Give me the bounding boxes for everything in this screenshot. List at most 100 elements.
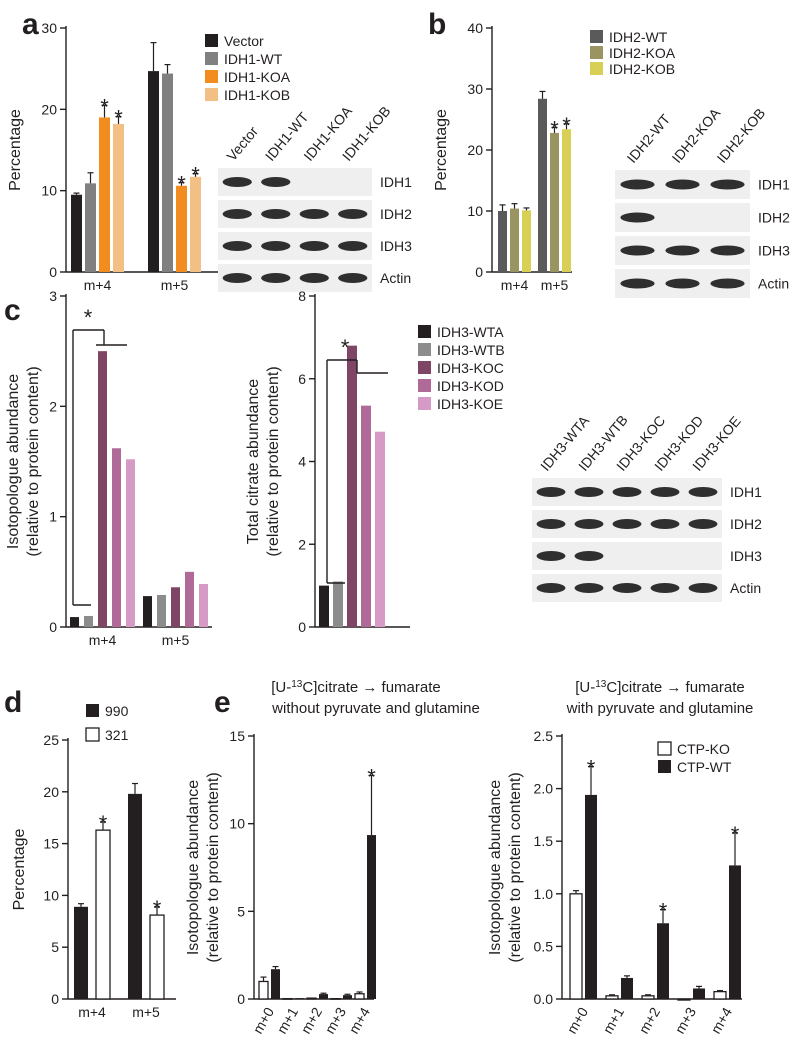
c1-ylabel-line2: (relative to protein content) (25, 366, 42, 556)
e2-bar-ctp-wt (621, 977, 633, 999)
d-legend-swatch-321 (85, 727, 100, 742)
blot-band (620, 278, 655, 289)
e1-bar-ctp-wt (271, 969, 280, 999)
e2-bar-ctp-wt (693, 988, 705, 999)
e2-xtick-label: m+3 (671, 1004, 699, 1036)
c2-ytick-label: 2 (298, 536, 306, 552)
blot-band (620, 245, 655, 256)
e1-significance-star: * (367, 764, 376, 789)
blot-band (665, 278, 700, 289)
a-legend-label: IDH1-KOB (224, 87, 290, 103)
blot-band (261, 273, 291, 283)
e2-ytick-label: 1.5 (534, 833, 554, 849)
b-bar-idh2-wt (538, 98, 547, 272)
c2-ytick-label: 0 (298, 619, 306, 635)
a-ytick-label: 0 (49, 264, 57, 280)
b-bar-idh2-wt (498, 211, 507, 272)
blot-band (620, 179, 655, 190)
e2-significance-star: * (731, 822, 740, 847)
a-ytick-label: 20 (41, 101, 57, 117)
e1-ytick-label: 0 (237, 991, 245, 1007)
c-legend-label: IDH3-KOC (437, 360, 504, 376)
blot-band (710, 179, 745, 190)
blot-band (665, 245, 700, 256)
e1-title-part: [U- (271, 679, 291, 696)
b-ytick-label: 20 (467, 142, 483, 158)
c1-bar-idh3-kod (185, 571, 194, 627)
b-ytick-label: 10 (467, 203, 483, 219)
b-ytick-label: 0 (475, 264, 483, 280)
a-legend-label: Vector (224, 33, 264, 49)
blot-band (338, 241, 368, 251)
e1-xtick-label: m+0 (249, 1004, 277, 1036)
blot-row-label: Actin (758, 276, 789, 292)
blot-band (338, 209, 368, 219)
a-significance-star: * (191, 163, 200, 188)
b-xtick-label: m+4 (501, 277, 529, 293)
d-ytick-label: 0 (51, 991, 59, 1007)
panel-label-b: b (428, 8, 446, 41)
a-xtick-label: m+5 (161, 277, 189, 293)
blot-lane-label: IDH2-WT (624, 111, 674, 166)
e2-bar-ctp-ko (713, 990, 727, 1000)
blot-band (299, 209, 329, 219)
b-bar-idh2-koa (550, 132, 559, 272)
d-ytick-label: 25 (43, 732, 59, 748)
e1-xtick-label: m+3 (321, 1004, 349, 1036)
e2-ylabel-line2: (relative to protein content) (507, 772, 524, 962)
a-significance-star: * (114, 106, 123, 131)
a-bar-idh1-wt (85, 183, 96, 272)
blot-band (222, 273, 252, 283)
blot-band (536, 551, 566, 561)
e2-bar-ctp-ko (569, 893, 583, 1000)
c2-ytick-label: 8 (298, 288, 306, 304)
c2-bar-idh3-koc (347, 345, 357, 627)
e-legend-swatch-ctp-wt (658, 760, 671, 773)
a-bar-vector (148, 71, 159, 273)
a-xtick-label: m+4 (84, 277, 112, 293)
c1-ytick-label: 2 (49, 398, 57, 414)
a-bar-idh1-koa (176, 185, 187, 272)
a-ytick-label: 30 (41, 20, 57, 36)
e2-ytick-label: 0.5 (534, 938, 554, 954)
blot-band (650, 583, 680, 593)
panel-label-d: d (4, 686, 22, 719)
d-legend-label: 321 (105, 727, 129, 743)
c-legend-label: IDH3-WTB (437, 342, 505, 358)
d-bar-321 (95, 829, 111, 1000)
e1-title-part: C]citrate → fumarate (302, 679, 440, 696)
e1-title-part: 13 (291, 679, 303, 690)
a-legend-label: IDH1-KOA (224, 69, 291, 85)
b-legend-swatch-idh2-kob (590, 62, 603, 75)
blot-band (612, 519, 642, 529)
c2-bar-idh3-kod (361, 405, 371, 627)
e1-title-line1: [U-13C]citrate → fumarate (271, 679, 441, 697)
e2-bar-ctp-wt (585, 794, 597, 999)
e2-ytick-label: 0.0 (534, 991, 554, 1007)
blot-band (688, 583, 718, 593)
e1-bar-ctp-wt (343, 995, 352, 999)
blot-row-label: IDH3 (380, 238, 412, 254)
d-ytick-label: 10 (43, 887, 59, 903)
b-significance-star: * (562, 113, 571, 138)
blot-lane-label: Vector (223, 123, 261, 164)
e2-title-part: [U- (575, 679, 595, 696)
blot-band (688, 487, 718, 497)
c1-bar-idh3-wtb (157, 595, 166, 627)
c-legend-label: IDH3-KOD (437, 378, 504, 394)
blot-row-label: IDH2 (730, 516, 762, 532)
b-legend-label: IDH2-WT (609, 29, 668, 45)
a-bar-vector (71, 194, 82, 272)
c-legend-swatch-idh3-wta (418, 325, 431, 338)
c1-ylabel: Isotopologue abundance (5, 374, 22, 549)
blot-band (536, 487, 566, 497)
e2-significance-star: * (587, 756, 596, 781)
b-legend-swatch-idh2-wt (590, 30, 603, 43)
e-legend-label: CTP-KO (677, 741, 730, 757)
c1-ytick-label: 3 (49, 288, 57, 304)
c1-bar-idh3-wta (70, 617, 79, 627)
e2-bar-ctp-wt (657, 923, 669, 999)
blot-band (574, 519, 604, 529)
e2-title-part: 13 (595, 679, 607, 690)
e1-ytick-label: 5 (237, 903, 245, 919)
